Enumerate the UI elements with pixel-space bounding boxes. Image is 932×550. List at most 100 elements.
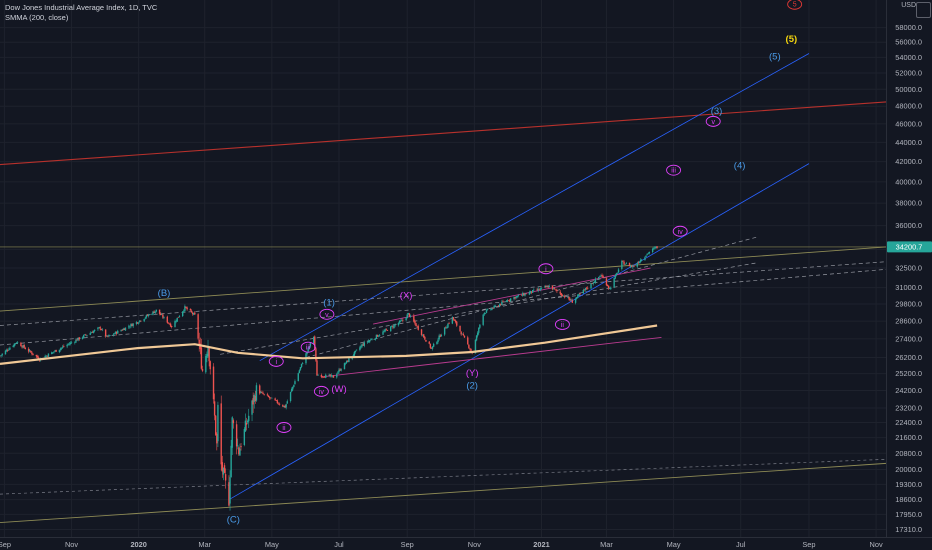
candle-body <box>55 349 57 352</box>
candle-body <box>182 311 184 317</box>
candle-body <box>445 327 447 329</box>
candle-body <box>370 339 372 341</box>
candle-body <box>443 327 446 335</box>
candle-body <box>135 322 138 325</box>
y-tick-label: 40000.0 <box>895 177 922 186</box>
candle-body <box>7 350 9 351</box>
candle-body <box>392 326 394 328</box>
candle-body <box>82 335 85 338</box>
y-tick-label: 18600.0 <box>895 495 922 504</box>
y-axis[interactable]: 58000.0 56000.0 54000.0 52000.0 50000.0 48000… <box>886 0 932 550</box>
candle-body <box>474 339 477 354</box>
candle-body <box>47 353 50 357</box>
y-tick-label: 42000.0 <box>895 157 922 166</box>
candle-body <box>494 305 496 307</box>
candle-body <box>230 445 232 477</box>
candle-body <box>260 392 262 394</box>
candle-body <box>420 329 423 335</box>
candle-body <box>289 391 292 402</box>
candle-body <box>408 313 411 317</box>
candle-body <box>638 261 641 264</box>
candle-body <box>62 346 64 348</box>
candle-body <box>121 330 123 331</box>
candle-body <box>579 293 581 295</box>
candle-body <box>654 247 656 249</box>
candle-body <box>175 321 177 322</box>
candle-body <box>651 248 654 252</box>
candle-body <box>277 403 280 405</box>
candle-body <box>591 283 593 285</box>
candle-body <box>161 314 163 316</box>
last-price-label: 34200.7 <box>896 242 923 251</box>
candle-body <box>513 297 515 299</box>
candle-body <box>140 320 142 322</box>
candle-body <box>0 355 1 357</box>
candle-body <box>606 284 609 287</box>
candle-body <box>453 319 456 321</box>
candle-body <box>198 339 200 346</box>
candle-body <box>35 354 38 357</box>
y-tick-label: 48000.0 <box>895 102 922 111</box>
candle-body <box>271 397 273 399</box>
candle-body <box>67 344 69 345</box>
y-tick-label: 38000.0 <box>895 199 922 208</box>
candle-body <box>14 343 17 344</box>
candle-body <box>299 367 302 370</box>
candle-body <box>402 319 404 321</box>
candle-body <box>13 343 16 346</box>
candle-body <box>578 294 580 296</box>
y-tick-label: 31000.0 <box>895 283 922 292</box>
candle-body <box>533 289 535 291</box>
candle-body <box>101 329 104 331</box>
candle-body <box>32 353 34 355</box>
wave-label: (X) <box>400 291 413 302</box>
x-axis[interactable]: Sep Nov 2020 Mar May Jul Sep Nov 2021 Mar May Jul Se… <box>0 537 932 550</box>
candle-body <box>37 357 40 360</box>
candle-body <box>391 326 393 327</box>
candle-body <box>317 375 319 376</box>
candle-body <box>146 315 149 317</box>
candle-body <box>162 314 164 318</box>
y-tick-label: 20000.0 <box>895 465 922 474</box>
candle-body <box>567 297 569 298</box>
candle-body <box>382 331 384 335</box>
x-tick-label: May <box>265 540 279 549</box>
wave-label: v <box>711 119 715 126</box>
y-tick-label: 32500.0 <box>895 264 922 273</box>
currency-label[interactable]: USD <box>901 2 916 9</box>
candle-body <box>120 330 122 332</box>
candle-body <box>592 282 594 284</box>
candle-body <box>20 342 22 347</box>
candle-body <box>628 262 631 267</box>
candle-body <box>336 374 338 378</box>
candle-body <box>267 395 270 398</box>
candle-body <box>216 433 218 444</box>
candle-body <box>616 272 619 274</box>
candle-body <box>85 334 87 336</box>
candle-body <box>569 299 571 301</box>
wave-label: 5 <box>793 2 797 9</box>
x-tick-label: Sep <box>0 540 11 549</box>
scale-settings-icon[interactable] <box>916 2 931 18</box>
candle-body <box>285 404 287 408</box>
candle-body <box>81 337 84 339</box>
x-tick-label: Nov <box>870 540 883 549</box>
candle-body <box>201 369 204 371</box>
candle-body <box>506 300 509 302</box>
candle-body <box>571 300 574 303</box>
y-tick-label: 21600.0 <box>895 433 922 442</box>
candle-body <box>290 389 293 392</box>
candle-body <box>212 366 215 400</box>
candle-body <box>113 333 116 335</box>
candle-body <box>570 299 572 301</box>
wave-circle <box>672 225 688 237</box>
candle-body <box>353 351 356 356</box>
candle-body <box>270 397 272 399</box>
candle-body <box>498 304 501 307</box>
candle-body <box>147 314 150 316</box>
y-tick-label: 46000.0 <box>895 119 922 128</box>
candle-body <box>177 317 180 318</box>
candle-body <box>540 287 543 289</box>
candle-body <box>563 296 566 298</box>
